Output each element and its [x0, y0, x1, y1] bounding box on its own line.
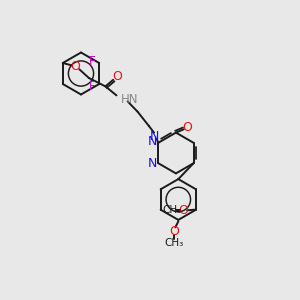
Text: CH₃: CH₃ [164, 238, 183, 248]
Text: O: O [112, 70, 122, 83]
Text: O: O [169, 225, 179, 238]
Text: HN: HN [121, 92, 139, 106]
Text: N: N [148, 157, 158, 170]
Text: F: F [89, 55, 96, 68]
Text: O: O [182, 121, 192, 134]
Text: F: F [89, 80, 96, 93]
Text: CH₃: CH₃ [162, 205, 182, 215]
Text: N: N [150, 130, 159, 143]
Text: O: O [178, 204, 188, 217]
Text: O: O [70, 60, 80, 73]
Text: N: N [148, 135, 158, 148]
